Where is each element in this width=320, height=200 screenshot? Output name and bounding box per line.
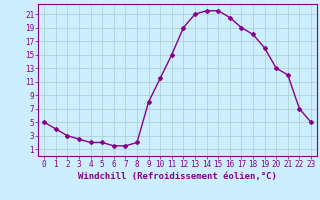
X-axis label: Windchill (Refroidissement éolien,°C): Windchill (Refroidissement éolien,°C) — [78, 172, 277, 181]
